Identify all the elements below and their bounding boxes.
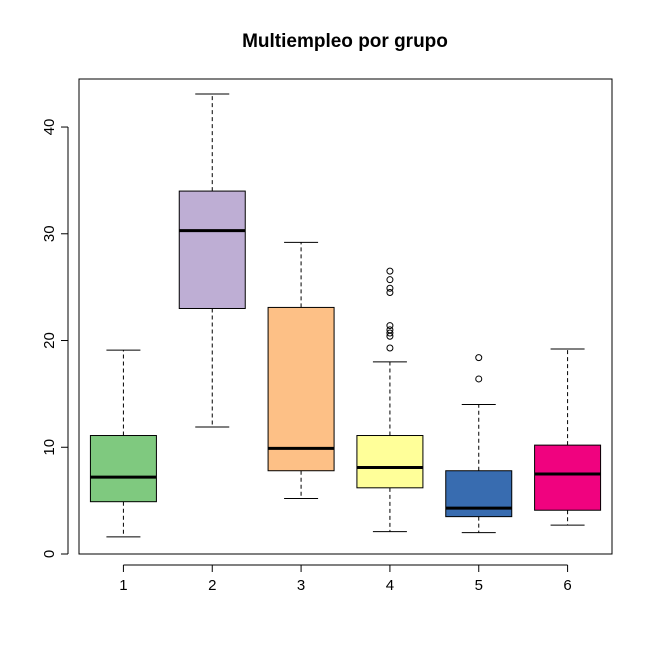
y-tick-label: 40 bbox=[41, 119, 58, 136]
outlier-point bbox=[386, 276, 394, 284]
x-tick-label: 6 bbox=[563, 577, 571, 594]
box-group-4 bbox=[356, 435, 424, 489]
outlier-point bbox=[386, 267, 394, 275]
y-tick-label: 30 bbox=[41, 225, 58, 242]
box-group-5 bbox=[445, 470, 513, 518]
outlier-point bbox=[386, 322, 394, 330]
x-tick-label: 4 bbox=[386, 577, 394, 594]
y-tick-label: 10 bbox=[41, 439, 58, 456]
outlier-point bbox=[475, 375, 483, 383]
box-group-1 bbox=[89, 435, 157, 503]
outlier-point bbox=[386, 326, 394, 334]
x-tick-label: 3 bbox=[297, 577, 305, 594]
outlier-point bbox=[475, 354, 483, 362]
box-group-2 bbox=[178, 190, 246, 309]
outlier-point bbox=[386, 288, 394, 296]
outlier-point bbox=[386, 344, 394, 352]
outlier-point bbox=[386, 329, 394, 337]
plot-area: 0 10 20 30 40 1 2 3 4 5 6 bbox=[41, 78, 613, 594]
x-tick-label: 1 bbox=[119, 577, 127, 594]
y-tick-label: 0 bbox=[41, 550, 58, 558]
x-tick-label: 5 bbox=[475, 577, 483, 594]
box-group-3 bbox=[267, 306, 335, 472]
chart-title: Multiempleo por grupo bbox=[242, 31, 448, 52]
plot-frame bbox=[78, 78, 613, 555]
box-group-6 bbox=[534, 444, 602, 511]
x-tick-label: 2 bbox=[208, 577, 216, 594]
y-tick-label: 20 bbox=[41, 332, 58, 349]
outlier-point bbox=[386, 284, 394, 292]
